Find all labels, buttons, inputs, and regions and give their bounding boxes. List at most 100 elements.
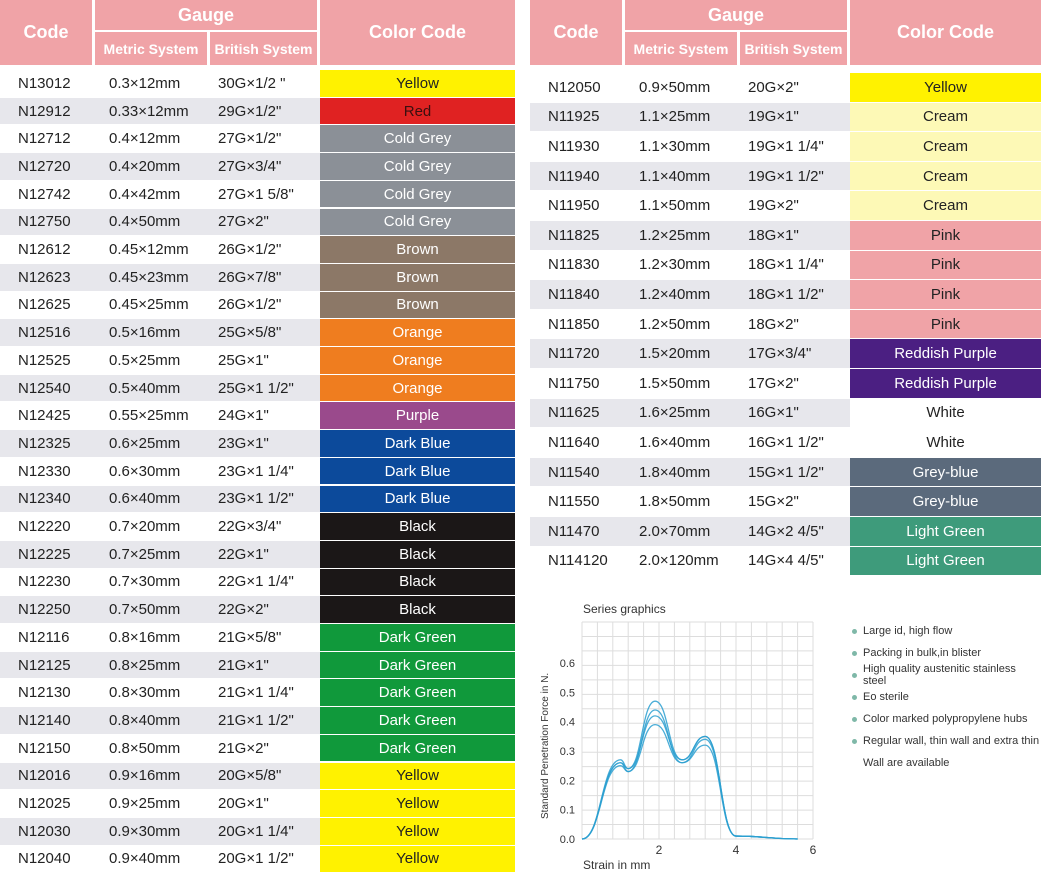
feature-item: Wall are available (852, 752, 1041, 774)
code-cell: N12116 (18, 628, 70, 646)
metric-cell: 1.2×25mm (625, 221, 740, 250)
table-row: N12325 0.6×25mm 23G×1" Dark Blue (0, 430, 515, 457)
color-code-cell: Pink (850, 221, 1041, 250)
metric-cell: 0.8×30mm (109, 684, 181, 702)
code-cell: N12540 (0, 374, 95, 402)
metric-cell: 0.4×12mm (109, 130, 181, 148)
y-tick-label: 0.0 (560, 834, 575, 846)
header-metric: Metric System (95, 32, 207, 65)
feature-item: High quality austenitic stainless steel (852, 663, 1041, 687)
british-cell: 19G×1 1/4" (748, 137, 824, 155)
table-row: N12130 0.8×30mm 21G×1 1/4" Dark Green (0, 679, 515, 707)
code-cell: N12220 (18, 518, 71, 536)
code-cell: N11625 (530, 398, 625, 428)
series-line (581, 715, 798, 840)
table-row: N11840 1.2×40mm 18G×1 1/2" Pink (530, 280, 1041, 309)
code-cell: N12625 (18, 296, 71, 314)
table-row: N12540 0.5×40mm 25G×1 1/2" Orange (0, 374, 515, 402)
code-cell: N12516 (0, 319, 95, 346)
color-code-cell: Cream (850, 161, 1041, 191)
british-cell: 21G×1 1/2" (210, 707, 320, 734)
color-code-cell: Yellow (850, 73, 1041, 102)
feature-text: High quality austenitic stainless steel (862, 663, 1016, 687)
table-row: N13012 0.3×12mm 30G×1/2 " Yellow (0, 70, 515, 97)
code-cell: N11925 (530, 102, 625, 132)
code-cell: N11940 (530, 161, 625, 191)
code-cell: N11840 (530, 280, 625, 309)
metric-cell: 2.0×120mm (639, 552, 719, 570)
metric-cell: 0.4×50mm (95, 208, 210, 236)
y-tick-label: 0.6 (560, 658, 575, 670)
header-gauge: Gauge (95, 0, 317, 30)
y-tick-label: 0.3 (560, 746, 575, 758)
british-cell: 26G×7/8" (210, 263, 320, 291)
british-cell: 18G×1" (740, 221, 850, 250)
code-cell: N12130 (18, 684, 71, 702)
british-cell: 22G×3/4" (218, 518, 282, 536)
color-code-cell: Yellow (320, 817, 515, 845)
color-code-cell: Yellow (320, 70, 515, 97)
table-row: N12220 0.7×20mm 22G×3/4" Black (0, 513, 515, 540)
british-cell: 24G×1" (218, 407, 269, 425)
british-cell: 14G×4 4/5" (748, 552, 824, 570)
code-cell: N12525 (18, 351, 71, 369)
color-code-cell: Orange (320, 347, 515, 374)
british-cell: 29G×1/2" (210, 97, 320, 125)
code-cell: N12230 (18, 573, 71, 591)
table-row: N11950 1.1×50mm 19G×2" Cream (530, 191, 1041, 220)
table-row: N11625 1.6×25mm 16G×1" White (530, 398, 1041, 428)
metric-cell: 1.1×50mm (639, 197, 711, 215)
bullet-icon (852, 738, 857, 744)
color-code-cell: Black (320, 596, 515, 623)
color-code-cell: Cream (850, 102, 1041, 132)
code-cell: N11850 (548, 315, 600, 333)
british-cell: 18G×1 1/2" (740, 280, 850, 309)
code-cell: N12040 (18, 850, 71, 868)
metric-cell: 1.5×20mm (625, 339, 740, 368)
code-cell: N12912 (0, 97, 95, 125)
feature-text: Color marked polypropylene hubs (863, 713, 1028, 725)
table-row: N12230 0.7×30mm 22G×1 1/4" Black (0, 568, 515, 596)
table-row: N12050 0.9×50mm 20G×2" Yellow (530, 73, 1041, 102)
color-code-cell: Yellow (320, 790, 515, 817)
british-cell: 22G×2" (210, 596, 320, 623)
british-cell: 19G×1" (740, 102, 850, 132)
feature-text: Large id, high flow (863, 625, 953, 637)
metric-cell: 0.45×12mm (109, 241, 189, 259)
british-cell: 20G×1 1/4" (210, 817, 320, 845)
british-cell: 21G×2" (218, 739, 269, 757)
metric-cell: 1.8×40mm (625, 457, 740, 487)
metric-cell: 1.2×30mm (639, 256, 711, 274)
code-cell: N11825 (530, 221, 625, 250)
bullet-icon (852, 650, 857, 656)
y-tick-label: 0.5 (560, 687, 575, 699)
metric-cell: 0.9×40mm (109, 850, 181, 868)
table-row: N11470 2.0×70mm 14G×2 4/5" Light Green (530, 517, 1041, 546)
code-cell: N12125 (0, 651, 95, 679)
feature-text: Packing in bulk,in blister (863, 647, 982, 659)
color-code-cell: Red (320, 97, 515, 125)
metric-cell: 0.5×25mm (109, 351, 181, 369)
metric-cell: 0.7×20mm (109, 518, 181, 536)
table-row: N12025 0.9×25mm 20G×1" Yellow (0, 790, 515, 817)
header-british: British System (210, 32, 317, 65)
y-axis-label: Standard Penetration Force in N. (540, 673, 551, 819)
metric-cell: 0.55×25mm (109, 407, 189, 425)
color-code-cell: Cold Grey (320, 153, 515, 180)
table-row: N12425 0.55×25mm 24G×1" Purple (0, 402, 515, 430)
metric-cell: 1.6×40mm (639, 433, 711, 451)
code-cell: N11950 (548, 197, 600, 215)
british-cell: 14G×2 4/5" (740, 517, 850, 546)
british-cell: 18G×1 1/4" (748, 256, 824, 274)
british-cell: 20G×1" (218, 795, 269, 813)
british-cell: 27G×1 5/8" (218, 185, 294, 203)
header-metric: Metric System (625, 32, 737, 65)
table-row: N11550 1.8×50mm 15G×2" Grey-blue (530, 487, 1041, 516)
table-row: N11930 1.1×30mm 19G×1 1/4" Cream (530, 132, 1041, 161)
code-cell: N114120 (548, 552, 608, 570)
british-cell: 23G×1 1/2" (210, 485, 320, 513)
table-row: N12750 0.4×50mm 27G×2" Cold Grey (0, 208, 515, 236)
bullet-icon (852, 628, 857, 634)
color-code-cell: Dark Green (320, 707, 515, 734)
code-cell: N12250 (0, 596, 95, 623)
